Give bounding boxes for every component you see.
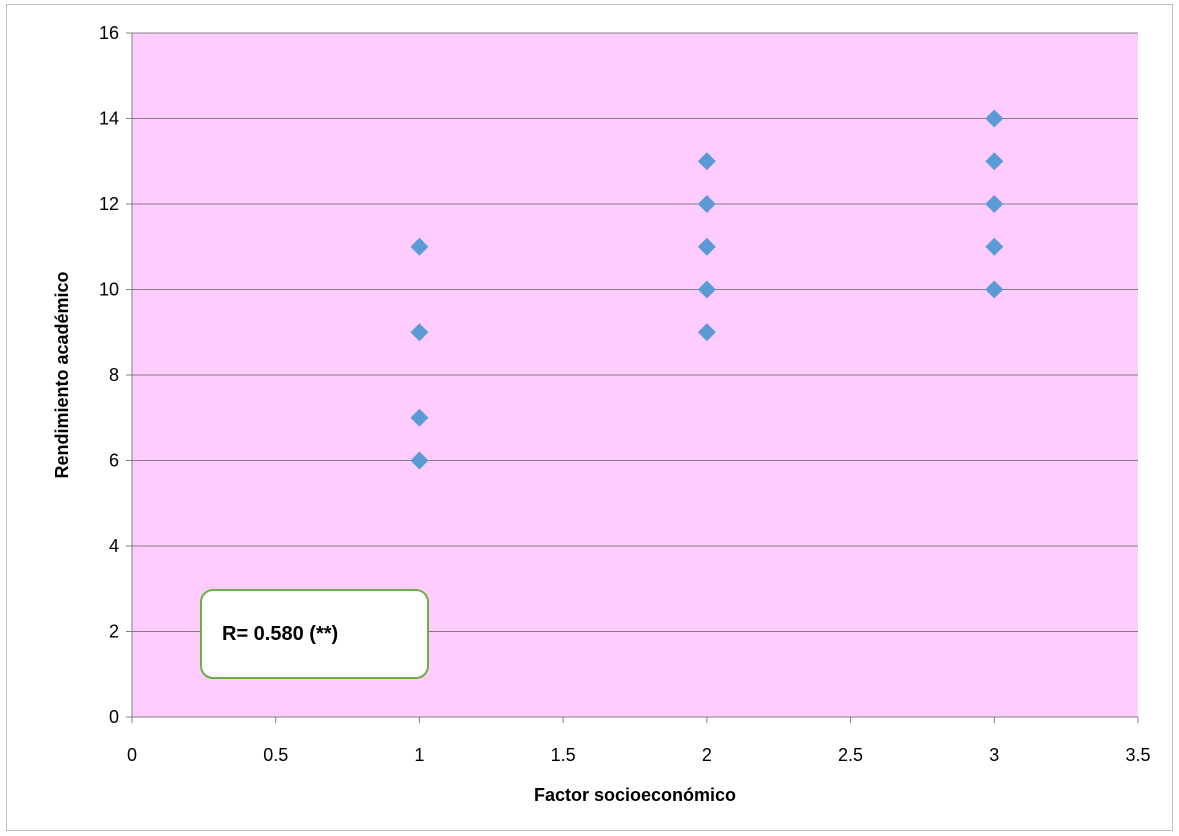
data-point: [410, 237, 429, 256]
data-point: [985, 237, 1004, 256]
y-axis-title: Rendimiento académico: [52, 271, 72, 478]
y-tick-label: 6: [109, 451, 119, 471]
data-point: [985, 152, 1004, 171]
x-tick-label: 1.5: [551, 745, 576, 765]
y-tick-label: 10: [99, 280, 119, 300]
data-point: [985, 109, 1004, 128]
axes: [131, 33, 1139, 723]
x-tick-label: 3.5: [1125, 745, 1150, 765]
data-points: [410, 109, 1004, 470]
y-tick-label: 16: [99, 23, 119, 43]
data-point: [410, 451, 429, 470]
x-tick-labels: 0 0.5 1 1.5 2 2.5 3 3.5: [127, 745, 1151, 765]
annotation-text: R= 0.580 (**): [222, 623, 338, 645]
y-tick-label: 0: [109, 707, 119, 727]
x-axis-title: Factor socioeconómico: [534, 785, 736, 805]
x-tick-label: 2.5: [838, 745, 863, 765]
x-tick-label: 0: [127, 745, 137, 765]
y-tick-labels: 0 2 4 6 8 10 12 14 16: [99, 23, 119, 727]
y-tick-label: 12: [99, 194, 119, 214]
data-point: [697, 195, 716, 213]
y-tick-label: 4: [109, 536, 119, 556]
annotation-box: [200, 589, 429, 679]
y-tick-label: 8: [109, 365, 119, 385]
data-point: [697, 323, 716, 342]
x-tick-label: 1: [414, 745, 424, 765]
data-point: [985, 195, 1004, 213]
data-point: [410, 408, 429, 427]
x-tick-label: 0.5: [263, 745, 288, 765]
data-point: [410, 323, 429, 342]
correlation-annotation: R= 0.580 (**): [200, 589, 429, 679]
y-tick-label: 14: [99, 109, 119, 129]
data-point: [697, 152, 716, 171]
x-tick-label: 2: [702, 745, 712, 765]
y-tick-label: 2: [109, 622, 119, 642]
data-point: [697, 280, 716, 299]
x-tick-label: 3: [989, 745, 999, 765]
data-point: [697, 237, 716, 256]
data-point: [985, 280, 1004, 299]
